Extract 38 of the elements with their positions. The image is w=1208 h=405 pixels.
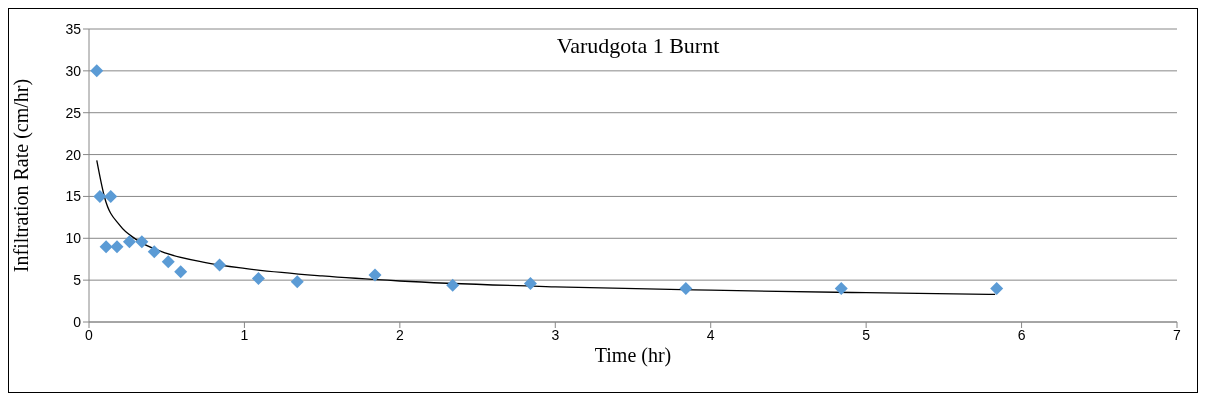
y-tick-label: 10	[65, 230, 82, 247]
point	[93, 189, 107, 203]
point	[290, 275, 304, 289]
x-tick-label: 7	[1173, 326, 1182, 343]
point	[174, 265, 188, 279]
point	[523, 276, 537, 290]
point	[368, 268, 382, 282]
point	[213, 258, 227, 272]
x-tick-label: 2	[395, 326, 404, 343]
y-axis-title: Infiltration Rate (cm/hr)	[10, 78, 34, 273]
point	[90, 64, 104, 78]
x-axis-title: Time (hr)	[594, 344, 672, 367]
point	[161, 255, 175, 269]
y-tick-label: 35	[65, 20, 82, 37]
point	[834, 282, 848, 296]
x-tick-label: 0	[85, 326, 94, 343]
point	[251, 271, 265, 285]
x-tick-label: 5	[862, 326, 871, 343]
x-tick-label: 6	[1017, 326, 1026, 343]
y-tick-label: 15	[65, 188, 82, 205]
point	[990, 282, 1004, 296]
x-tick-label: 1	[240, 326, 249, 343]
point	[147, 245, 161, 259]
y-tick-label: 5	[73, 272, 82, 289]
y-tick-label: 30	[65, 62, 82, 79]
point	[446, 278, 460, 292]
point	[99, 240, 113, 254]
y-tick-label: 0	[73, 313, 82, 330]
point	[104, 189, 118, 203]
x-tick-label: 4	[706, 326, 715, 343]
point	[679, 282, 693, 296]
point	[110, 240, 124, 254]
y-tick-label: 25	[65, 104, 82, 121]
point	[135, 235, 149, 249]
point	[122, 235, 136, 249]
chart-title: Varudgota 1 Burnt	[556, 33, 720, 58]
x-tick-label: 3	[551, 326, 560, 343]
y-tick-label: 20	[65, 146, 82, 163]
